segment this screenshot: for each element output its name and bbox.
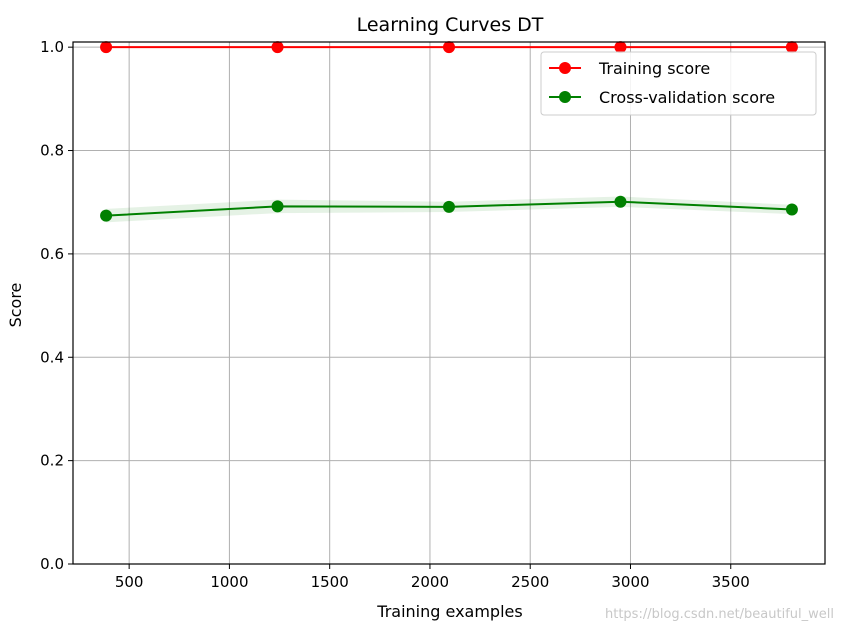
series-1-point xyxy=(443,200,455,213)
y-axis-ticks: 0.0 0.2 0.4 0.6 0.8 1.0 xyxy=(40,38,73,573)
x-tick-label: 500 xyxy=(115,573,144,591)
series-1-point xyxy=(271,200,284,213)
series-0-point xyxy=(785,41,798,54)
legend-label: Training score xyxy=(598,59,710,78)
y-tick-label: 0.2 xyxy=(40,452,64,470)
series-0-point xyxy=(614,41,627,54)
grid-lines xyxy=(73,42,825,565)
y-tick-label: 0.0 xyxy=(40,555,64,573)
legend-marker xyxy=(559,62,571,74)
x-tick-label: 1500 xyxy=(311,573,349,591)
series-0-point xyxy=(271,41,284,54)
x-tick-label: 2500 xyxy=(511,573,549,591)
x-axis-ticks: 500 1000 1500 2000 2500 3000 3500 xyxy=(115,564,750,591)
series-1-point xyxy=(785,203,798,216)
y-tick-label: 0.4 xyxy=(40,348,64,366)
plot-frame xyxy=(72,41,826,565)
y-tick-label: 0.8 xyxy=(40,142,64,160)
series-0-point xyxy=(100,41,113,54)
x-tick-label: 3500 xyxy=(712,573,750,591)
y-tick-label: 1.0 xyxy=(40,38,64,56)
series-points xyxy=(100,41,798,222)
x-axis-label: Training examples xyxy=(376,602,522,621)
watermark: https://blog.csdn.net/beautiful_well xyxy=(605,607,834,622)
x-tick-label: 1000 xyxy=(210,573,248,591)
chart-title: Learning Curves DT xyxy=(357,14,544,36)
x-tick-label: 2000 xyxy=(411,573,449,591)
legend: Training score Cross-validation score xyxy=(540,51,817,116)
y-tick-label: 0.6 xyxy=(40,245,64,263)
series-1-point xyxy=(614,195,627,208)
legend-label: Cross-validation score xyxy=(599,88,775,107)
legend-box xyxy=(540,51,817,116)
x-tick-label: 3000 xyxy=(611,573,649,591)
legend-marker xyxy=(559,91,571,103)
series-1-point xyxy=(100,209,113,222)
series-0-point xyxy=(443,41,455,54)
y-axis-label: Score xyxy=(6,283,25,328)
